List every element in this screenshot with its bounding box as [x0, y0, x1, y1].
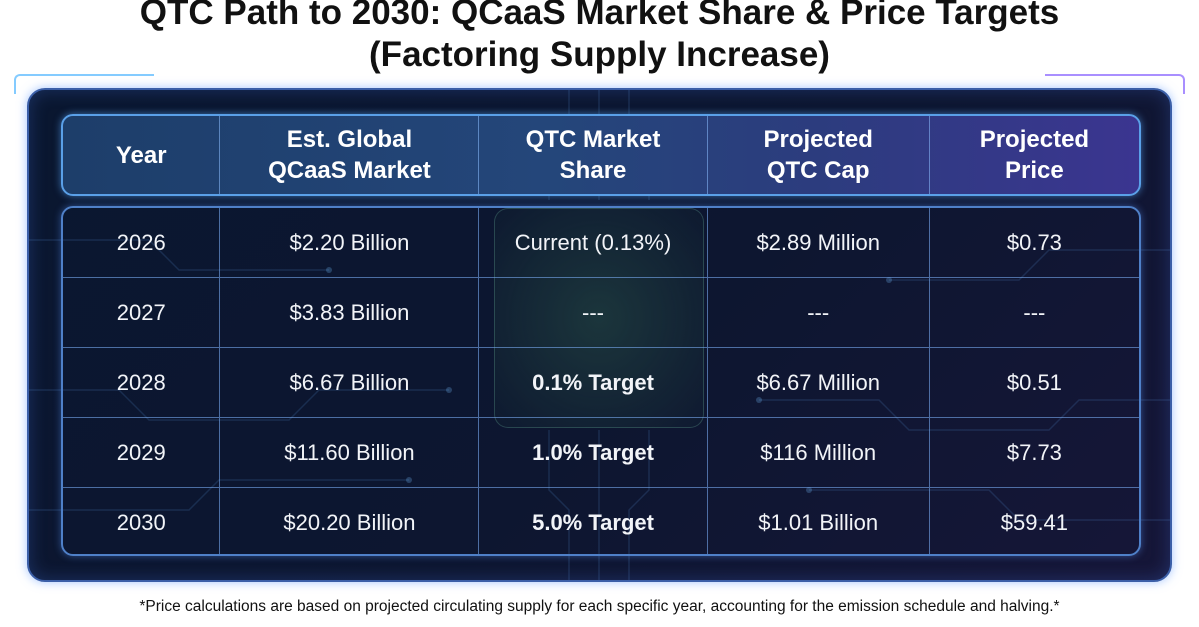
title-line-1: QTC Path to 2030: QCaaS Market Share & P…	[139, 0, 1060, 32]
header-share: QTC Market Share	[479, 116, 708, 194]
cell-market: $20.20 Billion	[220, 488, 480, 554]
header-year-label: Year	[115, 141, 167, 169]
cell-market: $6.67 Billion	[220, 348, 480, 417]
header-market-line-2: QCaaS Market	[268, 157, 431, 184]
cell-market: $2.20 Billion	[220, 208, 480, 277]
table-row: 2026 $2.20 Billion Current (0.13%) $2.89…	[63, 208, 1139, 278]
cell-price: $0.51	[1006, 369, 1062, 395]
footnote: *Price calculations are based on project…	[139, 598, 1060, 615]
table-body: 2026 $2.20 Billion Current (0.13%) $2.89…	[61, 206, 1141, 556]
cell-year: 2027	[63, 278, 221, 347]
cell-market: $11.60 Billion	[220, 418, 480, 487]
header-year: Year	[63, 116, 221, 194]
cell-price: ---	[1023, 299, 1046, 325]
cell-price: $7.73	[1006, 439, 1062, 465]
cell-cap: $2.89 Million	[708, 208, 930, 277]
title-line-2: (Factoring Supply Increase)	[369, 35, 830, 74]
header-cap-line-2: QTC Cap	[766, 157, 870, 184]
cell-share: ---	[479, 278, 708, 347]
header-market: Est. Global QCaaS Market	[220, 116, 480, 194]
table-row: 2028 $6.67 Billion 0.1% Target $6.67 Mil…	[63, 348, 1139, 418]
cell-cap: $6.67 Million	[708, 348, 930, 417]
chart-title: QTC Path to 2030: QCaaS Market Share & P…	[0, 0, 1199, 76]
cell-share: 5.0% Target	[479, 488, 708, 554]
cell-cap: $1.01 Billion	[708, 488, 930, 554]
header-cap-line-1: Projected	[763, 126, 873, 153]
cell-share: 0.1% Target	[479, 348, 708, 417]
cell-price: $0.73	[1006, 229, 1062, 255]
cell-market: $3.83 Billion	[220, 278, 480, 347]
cell-share: 1.0% Target	[479, 418, 708, 487]
header-market-line-1: Est. Global	[286, 126, 413, 153]
header-share-line-2: Share	[559, 157, 627, 184]
cell-cap: ---	[708, 278, 930, 347]
table-panel: Year Est. Global QCaaS Market QTC Market…	[27, 88, 1172, 582]
header-share-line-1: QTC Market	[525, 126, 661, 153]
cell-year: 2028	[63, 348, 221, 417]
header-price-line-1: Projected	[979, 126, 1090, 153]
cell-share: Current (0.13%)	[479, 208, 708, 277]
circuit-background	[29, 90, 1170, 580]
table-row: 2027 $3.83 Billion --- --- ---	[63, 278, 1139, 348]
cell-price: $59.41	[1000, 510, 1069, 535]
chip-graphic	[494, 208, 704, 428]
cell-year: 2029	[63, 418, 221, 487]
cell-cap: $116 Million	[708, 418, 930, 487]
cell-year: 2026	[63, 208, 221, 277]
header-cap: Projected QTC Cap	[708, 116, 930, 194]
table-row: 2029 $11.60 Billion 1.0% Target $116 Mil…	[63, 418, 1139, 488]
table-row: 2030 $20.20 Billion 5.0% Target $1.01 Bi…	[63, 488, 1139, 554]
corner-accent-right	[1045, 74, 1185, 94]
header-price: Projected Price	[930, 116, 1139, 194]
table-header: Year Est. Global QCaaS Market QTC Market…	[61, 114, 1141, 196]
corner-accent-left	[14, 74, 154, 94]
cell-year: 2030	[63, 488, 221, 554]
header-price-line-2: Price	[1005, 157, 1064, 184]
